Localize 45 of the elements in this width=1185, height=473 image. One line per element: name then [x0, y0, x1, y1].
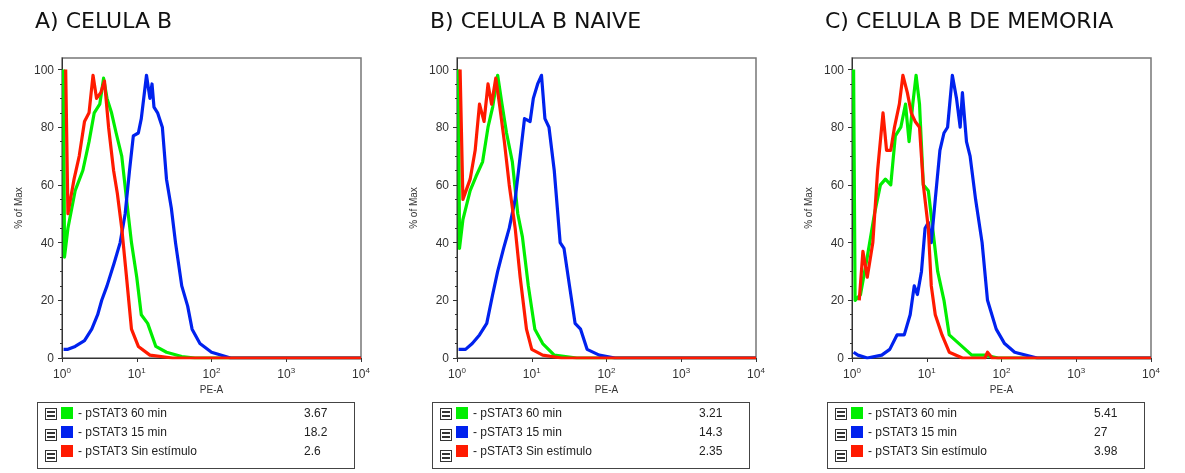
y-tick-label: 40 [830, 235, 845, 250]
y-tick-label: 0 [47, 351, 55, 365]
y-tick-label: 100 [823, 62, 845, 77]
y-axis-title: % of Max [802, 187, 814, 229]
text: 3.98 [1094, 444, 1118, 458]
text: 14.3 [699, 425, 723, 439]
legend-label: - pSTAT3 60 min [868, 406, 957, 420]
y-tick-label: 0 [442, 351, 450, 365]
chart-title: C) CELULA B DE MEMORIA [825, 7, 1114, 33]
legend-label: - pSTAT3 Sin estímulo [473, 444, 593, 458]
y-tick-label: 40 [40, 235, 55, 250]
legend-label: - pSTAT3 60 min [473, 406, 562, 420]
legend-label: - pSTAT3 Sin estímulo [868, 444, 988, 458]
y-tick-label: 60 [435, 177, 450, 192]
x-axis-title: PE-A [594, 384, 619, 396]
legend-label: - pSTAT3 60 min [78, 406, 167, 420]
y-tick-label: 20 [435, 293, 450, 308]
y-tick-label: 40 [435, 235, 450, 250]
legend-label: - pSTAT3 15 min [473, 425, 562, 439]
text: 27 [1094, 425, 1108, 439]
chart-title: A) CELULA B [35, 7, 173, 33]
text: 18.2 [304, 425, 328, 439]
x-axis-title: PE-A [199, 384, 224, 396]
chart-title: B) CELULA B NAIVE [430, 7, 642, 33]
legend-label: - pSTAT3 15 min [868, 425, 957, 439]
y-tick-label: 100 [428, 62, 450, 77]
text: 2.35 [699, 444, 723, 458]
text: 3.67 [304, 406, 328, 420]
y-tick-label: 60 [830, 177, 845, 192]
y-tick-label: 80 [435, 120, 450, 135]
y-tick-label: 0 [837, 351, 845, 365]
text: 3.21 [699, 406, 723, 420]
y-tick-label: 20 [40, 293, 55, 308]
y-axis-title: % of Max [407, 187, 419, 229]
y-tick-label: 100 [33, 62, 55, 77]
legend-label: - pSTAT3 Sin estímulo [78, 444, 198, 458]
x-axis-title: PE-A [989, 384, 1014, 396]
y-tick-label: 80 [40, 120, 55, 135]
y-axis-title: % of Max [12, 187, 24, 229]
text: 5.41 [1094, 406, 1118, 420]
legend-label: - pSTAT3 15 min [78, 425, 167, 439]
y-tick-label: 80 [830, 120, 845, 135]
y-tick-label: 20 [830, 293, 845, 308]
y-tick-label: 60 [40, 177, 55, 192]
text: 2.6 [304, 444, 322, 458]
